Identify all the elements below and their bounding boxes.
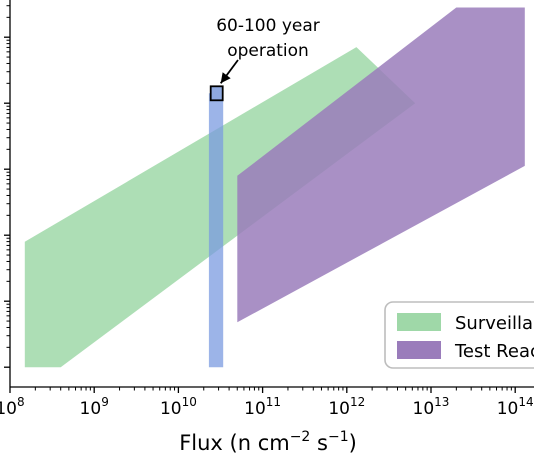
- legend-label: Test Reactor: [454, 341, 534, 362]
- x-tick-label: 1012: [328, 395, 365, 419]
- x-tick-base: 10: [0, 399, 17, 419]
- legend: Surveillance Test Reactor: [384, 301, 534, 369]
- legend-swatch: [397, 341, 441, 359]
- x-tick-exp: 10: [182, 395, 197, 409]
- plot-area: [24, 7, 525, 368]
- x-tick-label: 1011: [244, 395, 281, 419]
- x-tick-exp: 9: [101, 395, 109, 409]
- y-ticks: [4, 5, 10, 368]
- operation-band: [208, 93, 224, 368]
- x-tick-base: 10: [160, 399, 182, 419]
- x-axis-label-exp2: −1: [328, 429, 349, 445]
- legend-label: Surveillance: [455, 313, 534, 334]
- x-tick-label: 1014: [497, 395, 534, 419]
- x-tick-exp: 8: [17, 395, 25, 409]
- x-tick-exp: 13: [434, 395, 449, 409]
- axes: [9, 0, 534, 388]
- x-axis-label-mid: s: [310, 431, 328, 455]
- legend-swatch: [397, 313, 441, 331]
- x-tick-base: 10: [328, 399, 350, 419]
- x-axis-label-exp1: −2: [290, 429, 311, 445]
- x-axis-label-end: ): [349, 431, 357, 455]
- x-axis-label-base: Flux (n cm: [179, 431, 290, 455]
- x-tick-exp: 12: [350, 395, 365, 409]
- annotation-arrow-head: [220, 72, 231, 84]
- x-tick-base: 10: [497, 399, 519, 419]
- x-tick-label: 1010: [160, 395, 197, 419]
- x-ticks: 108 109 1010 1011 1012 1013 1014: [0, 387, 534, 419]
- x-tick-base: 10: [413, 399, 435, 419]
- x-tick-exp: 11: [266, 395, 281, 409]
- x-tick-label: 1013: [413, 395, 450, 419]
- annotation-line1: 60-100 year: [216, 16, 320, 36]
- x-tick-label: 108: [0, 395, 25, 419]
- x-tick-label: 109: [80, 395, 109, 419]
- x-axis-label: Flux (n cm−2 s−1): [179, 429, 357, 455]
- x-tick-base: 10: [244, 399, 266, 419]
- x-tick-base: 10: [80, 399, 102, 419]
- annotation: 60-100 year operation: [216, 16, 320, 84]
- annotation-line2: operation: [227, 41, 309, 61]
- x-tick-exp: 14: [518, 395, 533, 409]
- test-reactor-area: [237, 7, 525, 323]
- operation-marker: [209, 85, 224, 102]
